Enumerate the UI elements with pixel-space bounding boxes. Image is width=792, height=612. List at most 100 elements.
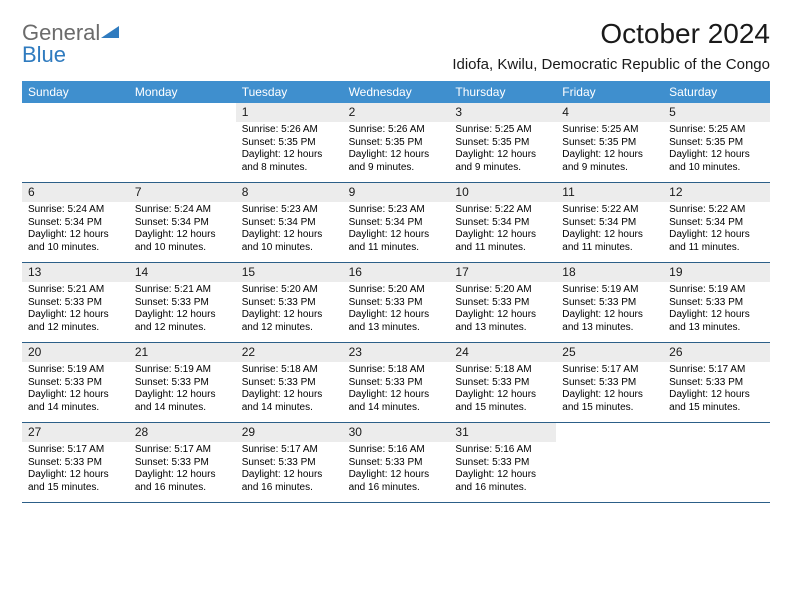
sunrise-text: Sunrise: 5:18 AM [349, 364, 444, 377]
calendar-cell: 7Sunrise: 5:24 AMSunset: 5:34 PMDaylight… [129, 183, 236, 262]
daylight-text: Daylight: 12 hours and 16 minutes. [349, 469, 444, 494]
day-body: Sunrise: 5:16 AMSunset: 5:33 PMDaylight:… [343, 442, 450, 502]
day-number: 12 [663, 183, 770, 202]
sunrise-text: Sunrise: 5:22 AM [669, 204, 764, 217]
sunrise-text: Sunrise: 5:24 AM [135, 204, 230, 217]
daylight-text: Daylight: 12 hours and 12 minutes. [242, 309, 337, 334]
day-number: 15 [236, 263, 343, 282]
calendar-cell: 23Sunrise: 5:18 AMSunset: 5:33 PMDayligh… [343, 343, 450, 422]
calendar-cell: 26Sunrise: 5:17 AMSunset: 5:33 PMDayligh… [663, 343, 770, 422]
day-number: 25 [556, 343, 663, 362]
day-header-row: Sunday Monday Tuesday Wednesday Thursday… [22, 81, 770, 103]
sunset-text: Sunset: 5:33 PM [28, 297, 123, 310]
month-title: October 2024 [452, 18, 770, 50]
sunrise-text: Sunrise: 5:18 AM [455, 364, 550, 377]
day-number: 29 [236, 423, 343, 442]
sunset-text: Sunset: 5:33 PM [135, 457, 230, 470]
day-body: Sunrise: 5:18 AMSunset: 5:33 PMDaylight:… [236, 362, 343, 422]
calendar-cell: 28Sunrise: 5:17 AMSunset: 5:33 PMDayligh… [129, 423, 236, 502]
day-body: Sunrise: 5:19 AMSunset: 5:33 PMDaylight:… [129, 362, 236, 422]
day-body: Sunrise: 5:18 AMSunset: 5:33 PMDaylight:… [343, 362, 450, 422]
sunrise-text: Sunrise: 5:22 AM [562, 204, 657, 217]
day-body: Sunrise: 5:17 AMSunset: 5:33 PMDaylight:… [22, 442, 129, 502]
week-row: ..1Sunrise: 5:26 AMSunset: 5:35 PMDaylig… [22, 103, 770, 183]
week-row: 20Sunrise: 5:19 AMSunset: 5:33 PMDayligh… [22, 343, 770, 423]
day-number: 5 [663, 103, 770, 122]
day-body: Sunrise: 5:17 AMSunset: 5:33 PMDaylight:… [236, 442, 343, 502]
day-body: Sunrise: 5:17 AMSunset: 5:33 PMDaylight:… [129, 442, 236, 502]
daylight-text: Daylight: 12 hours and 9 minutes. [349, 149, 444, 174]
sunset-text: Sunset: 5:34 PM [135, 217, 230, 230]
daylight-text: Daylight: 12 hours and 10 minutes. [28, 229, 123, 254]
calendar-cell: 22Sunrise: 5:18 AMSunset: 5:33 PMDayligh… [236, 343, 343, 422]
day-number: 20 [22, 343, 129, 362]
daylight-text: Daylight: 12 hours and 13 minutes. [669, 309, 764, 334]
calendar-cell: . [556, 423, 663, 502]
daylight-text: Daylight: 12 hours and 14 minutes. [135, 389, 230, 414]
calendar-cell: 9Sunrise: 5:23 AMSunset: 5:34 PMDaylight… [343, 183, 450, 262]
daylight-text: Daylight: 12 hours and 11 minutes. [669, 229, 764, 254]
sunset-text: Sunset: 5:33 PM [28, 377, 123, 390]
sunrise-text: Sunrise: 5:23 AM [349, 204, 444, 217]
day-header: Thursday [449, 81, 556, 103]
daylight-text: Daylight: 12 hours and 12 minutes. [135, 309, 230, 334]
sunrise-text: Sunrise: 5:20 AM [242, 284, 337, 297]
daylight-text: Daylight: 12 hours and 15 minutes. [669, 389, 764, 414]
sunrise-text: Sunrise: 5:25 AM [669, 124, 764, 137]
calendar-cell: . [663, 423, 770, 502]
daylight-text: Daylight: 12 hours and 14 minutes. [28, 389, 123, 414]
day-body: Sunrise: 5:20 AMSunset: 5:33 PMDaylight:… [449, 282, 556, 342]
title-block: October 2024 Idiofa, Kwilu, Democratic R… [452, 18, 770, 79]
day-number: 27 [22, 423, 129, 442]
daylight-text: Daylight: 12 hours and 13 minutes. [455, 309, 550, 334]
day-number: 28 [129, 423, 236, 442]
sunset-text: Sunset: 5:33 PM [242, 297, 337, 310]
day-body: Sunrise: 5:21 AMSunset: 5:33 PMDaylight:… [22, 282, 129, 342]
daylight-text: Daylight: 12 hours and 16 minutes. [135, 469, 230, 494]
calendar-cell: 29Sunrise: 5:17 AMSunset: 5:33 PMDayligh… [236, 423, 343, 502]
day-body: Sunrise: 5:17 AMSunset: 5:33 PMDaylight:… [556, 362, 663, 422]
calendar-cell: 4Sunrise: 5:25 AMSunset: 5:35 PMDaylight… [556, 103, 663, 182]
sunset-text: Sunset: 5:33 PM [562, 297, 657, 310]
sunset-text: Sunset: 5:33 PM [135, 377, 230, 390]
sunset-text: Sunset: 5:33 PM [242, 457, 337, 470]
sunset-text: Sunset: 5:35 PM [562, 137, 657, 150]
daylight-text: Daylight: 12 hours and 15 minutes. [455, 389, 550, 414]
sunrise-text: Sunrise: 5:17 AM [28, 444, 123, 457]
sunrise-text: Sunrise: 5:21 AM [135, 284, 230, 297]
day-number: 31 [449, 423, 556, 442]
day-body: Sunrise: 5:20 AMSunset: 5:33 PMDaylight:… [236, 282, 343, 342]
calendar-cell: 25Sunrise: 5:17 AMSunset: 5:33 PMDayligh… [556, 343, 663, 422]
daylight-text: Daylight: 12 hours and 16 minutes. [242, 469, 337, 494]
calendar-cell: 1Sunrise: 5:26 AMSunset: 5:35 PMDaylight… [236, 103, 343, 182]
day-number: 11 [556, 183, 663, 202]
calendar-cell: 24Sunrise: 5:18 AMSunset: 5:33 PMDayligh… [449, 343, 556, 422]
day-number: 8 [236, 183, 343, 202]
sunrise-text: Sunrise: 5:23 AM [242, 204, 337, 217]
sunset-text: Sunset: 5:33 PM [455, 457, 550, 470]
daylight-text: Daylight: 12 hours and 9 minutes. [455, 149, 550, 174]
calendar-cell: . [129, 103, 236, 182]
day-body: Sunrise: 5:23 AMSunset: 5:34 PMDaylight:… [236, 202, 343, 262]
calendar-cell: 20Sunrise: 5:19 AMSunset: 5:33 PMDayligh… [22, 343, 129, 422]
calendar-cell: 6Sunrise: 5:24 AMSunset: 5:34 PMDaylight… [22, 183, 129, 262]
day-header: Sunday [22, 81, 129, 103]
logo-text-blue: Blue [22, 42, 66, 67]
day-number: 6 [22, 183, 129, 202]
day-body: Sunrise: 5:19 AMSunset: 5:33 PMDaylight:… [556, 282, 663, 342]
day-body: Sunrise: 5:24 AMSunset: 5:34 PMDaylight:… [129, 202, 236, 262]
header: General Blue October 2024 Idiofa, Kwilu,… [22, 18, 770, 79]
calendar-cell: 16Sunrise: 5:20 AMSunset: 5:33 PMDayligh… [343, 263, 450, 342]
calendar-cell: 17Sunrise: 5:20 AMSunset: 5:33 PMDayligh… [449, 263, 556, 342]
calendar-cell: 13Sunrise: 5:21 AMSunset: 5:33 PMDayligh… [22, 263, 129, 342]
sunrise-text: Sunrise: 5:19 AM [669, 284, 764, 297]
day-number: 1 [236, 103, 343, 122]
sunset-text: Sunset: 5:33 PM [28, 457, 123, 470]
daylight-text: Daylight: 12 hours and 16 minutes. [455, 469, 550, 494]
day-body: Sunrise: 5:19 AMSunset: 5:33 PMDaylight:… [22, 362, 129, 422]
day-header: Saturday [663, 81, 770, 103]
daylight-text: Daylight: 12 hours and 15 minutes. [28, 469, 123, 494]
day-number: 2 [343, 103, 450, 122]
daylight-text: Daylight: 12 hours and 9 minutes. [562, 149, 657, 174]
calendar-cell: 12Sunrise: 5:22 AMSunset: 5:34 PMDayligh… [663, 183, 770, 262]
